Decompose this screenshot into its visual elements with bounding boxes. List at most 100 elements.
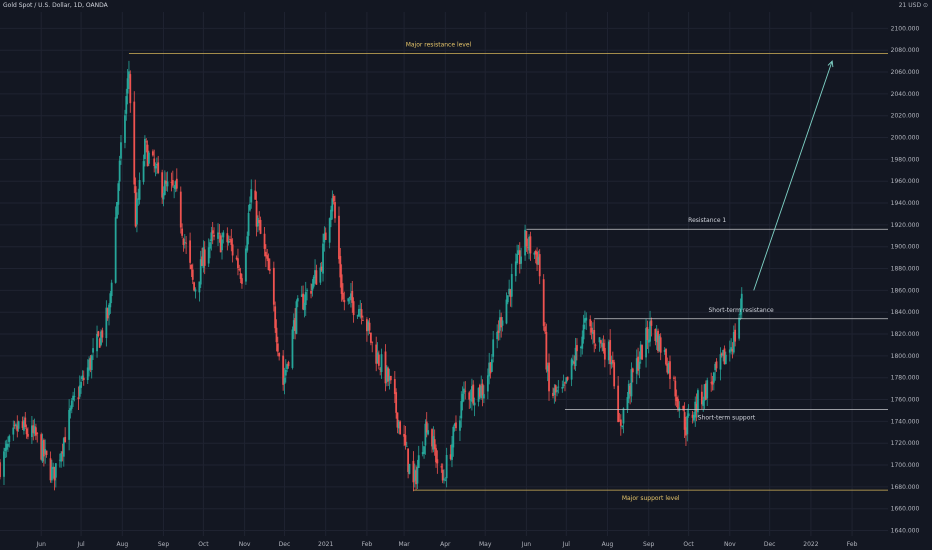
candle-body — [174, 181, 177, 190]
candle-body — [562, 384, 565, 386]
candle-body — [646, 327, 649, 341]
candle-body — [433, 439, 436, 449]
candle-body — [249, 204, 251, 211]
candle-body — [544, 326, 546, 332]
candle-body — [45, 450, 48, 455]
candle-body — [154, 165, 157, 169]
candle-body — [338, 215, 340, 260]
candle-body — [282, 355, 285, 385]
candle-body — [695, 403, 698, 412]
candle-body — [564, 382, 566, 384]
candle-body — [416, 466, 419, 484]
candle-body — [500, 317, 503, 328]
candle-body — [581, 336, 584, 349]
candle-body — [92, 348, 94, 353]
candle-body — [415, 470, 417, 485]
candle-body — [677, 398, 679, 409]
candle-body — [388, 376, 391, 381]
candle-body — [155, 163, 158, 166]
candle-body — [685, 427, 687, 436]
candle-body — [267, 258, 270, 271]
candle-body — [13, 424, 16, 426]
candle-body — [548, 362, 550, 392]
candle-body — [241, 278, 243, 284]
candle-body — [649, 321, 651, 342]
candle-body — [435, 448, 437, 463]
x-tick-label: Mar — [398, 541, 410, 548]
candle-body — [542, 279, 545, 326]
candle-body — [226, 233, 229, 243]
candle-body — [387, 368, 390, 382]
candle-body — [617, 385, 620, 423]
candle-body — [731, 348, 734, 352]
candle-body — [407, 448, 410, 472]
candle-body — [537, 256, 540, 265]
candle-body — [62, 438, 65, 457]
candle-body — [630, 369, 633, 397]
candle-body — [34, 427, 37, 436]
candle-body — [589, 319, 592, 327]
candle-body — [740, 293, 743, 310]
candle-body — [128, 71, 130, 79]
candle-body — [385, 366, 388, 383]
candle-body — [124, 115, 126, 143]
candle-body — [389, 375, 392, 381]
candle-body — [561, 387, 564, 389]
candle-body — [322, 243, 324, 274]
candle-body — [300, 294, 303, 297]
candle-body — [593, 329, 596, 343]
candle-body — [682, 405, 685, 411]
candle-body — [191, 269, 194, 280]
candle-body — [328, 218, 331, 243]
candle-body — [722, 349, 725, 357]
candle-body — [278, 353, 281, 357]
candle-body — [134, 186, 137, 227]
x-tick-label: Oct — [683, 541, 694, 548]
candle-body — [529, 236, 532, 254]
candle-body — [443, 478, 445, 480]
candle-body — [647, 339, 650, 343]
candle-body — [110, 282, 113, 297]
candle-body — [590, 327, 593, 333]
x-tick-label: Nov — [724, 541, 736, 548]
x-tick-label: Jun — [521, 541, 532, 548]
candle-body — [347, 298, 350, 302]
candle-body — [3, 451, 5, 477]
candle-body — [351, 291, 354, 303]
candle-body — [734, 329, 737, 342]
candle-body — [343, 300, 346, 303]
candle-body — [284, 369, 287, 376]
candle-body — [459, 420, 461, 431]
candle-body — [488, 362, 491, 377]
candle-body — [362, 320, 364, 321]
candle-body — [732, 332, 735, 353]
candle-body — [16, 425, 19, 432]
level-label: Major resistance level — [406, 41, 472, 48]
candle-body — [490, 359, 493, 372]
candle-body — [377, 354, 380, 366]
candle-body — [724, 354, 727, 365]
candle-body — [674, 380, 677, 397]
candle-body — [712, 372, 715, 383]
candle-body — [170, 182, 173, 183]
candle-body — [324, 232, 327, 240]
candle-body — [455, 422, 457, 429]
candle-body — [0, 462, 1, 478]
candle-body — [143, 138, 146, 160]
candle-body — [368, 322, 371, 331]
x-tick-label: Nov — [239, 541, 251, 548]
candle-body — [77, 397, 80, 400]
candle-body — [496, 331, 499, 340]
y-tick-label: 1640.000 — [891, 528, 920, 535]
candle-body — [602, 343, 605, 352]
y-tick-label: 2080.000 — [891, 47, 920, 54]
candle-body — [638, 361, 641, 369]
candle-body — [82, 377, 85, 381]
y-tick-label: 1920.000 — [891, 222, 920, 229]
candle-body — [436, 459, 439, 464]
candle-body — [32, 425, 35, 433]
candle-body — [510, 274, 513, 297]
candle-body — [514, 261, 517, 277]
candle-body — [190, 264, 193, 270]
